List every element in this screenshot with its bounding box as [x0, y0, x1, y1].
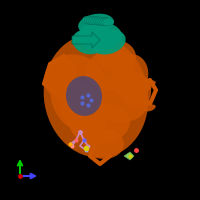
Polygon shape	[124, 152, 134, 160]
Ellipse shape	[66, 76, 102, 116]
Ellipse shape	[89, 17, 101, 25]
Ellipse shape	[92, 78, 148, 122]
Ellipse shape	[70, 104, 130, 144]
Ellipse shape	[140, 85, 152, 92]
Ellipse shape	[78, 22, 122, 50]
Ellipse shape	[84, 129, 124, 159]
Ellipse shape	[144, 105, 156, 111]
Ellipse shape	[96, 40, 136, 72]
Ellipse shape	[90, 30, 126, 54]
Ellipse shape	[44, 57, 76, 95]
Ellipse shape	[100, 18, 112, 26]
Ellipse shape	[95, 17, 107, 25]
Ellipse shape	[85, 50, 135, 90]
Ellipse shape	[86, 16, 98, 24]
Ellipse shape	[98, 18, 110, 26]
Ellipse shape	[84, 16, 96, 24]
Ellipse shape	[72, 30, 104, 54]
Ellipse shape	[102, 18, 114, 26]
Ellipse shape	[93, 17, 105, 25]
Ellipse shape	[133, 95, 145, 102]
Ellipse shape	[112, 54, 148, 98]
Ellipse shape	[133, 90, 145, 97]
Ellipse shape	[91, 17, 103, 25]
Ellipse shape	[50, 71, 90, 129]
Ellipse shape	[82, 16, 94, 24]
Ellipse shape	[78, 14, 114, 34]
Polygon shape	[72, 32, 100, 48]
Ellipse shape	[47, 54, 105, 106]
Ellipse shape	[121, 72, 151, 108]
Ellipse shape	[60, 83, 108, 137]
Ellipse shape	[144, 81, 156, 87]
Ellipse shape	[140, 100, 152, 107]
Ellipse shape	[44, 34, 148, 158]
